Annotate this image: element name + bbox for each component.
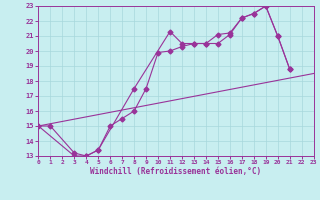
X-axis label: Windchill (Refroidissement éolien,°C): Windchill (Refroidissement éolien,°C) bbox=[91, 167, 261, 176]
